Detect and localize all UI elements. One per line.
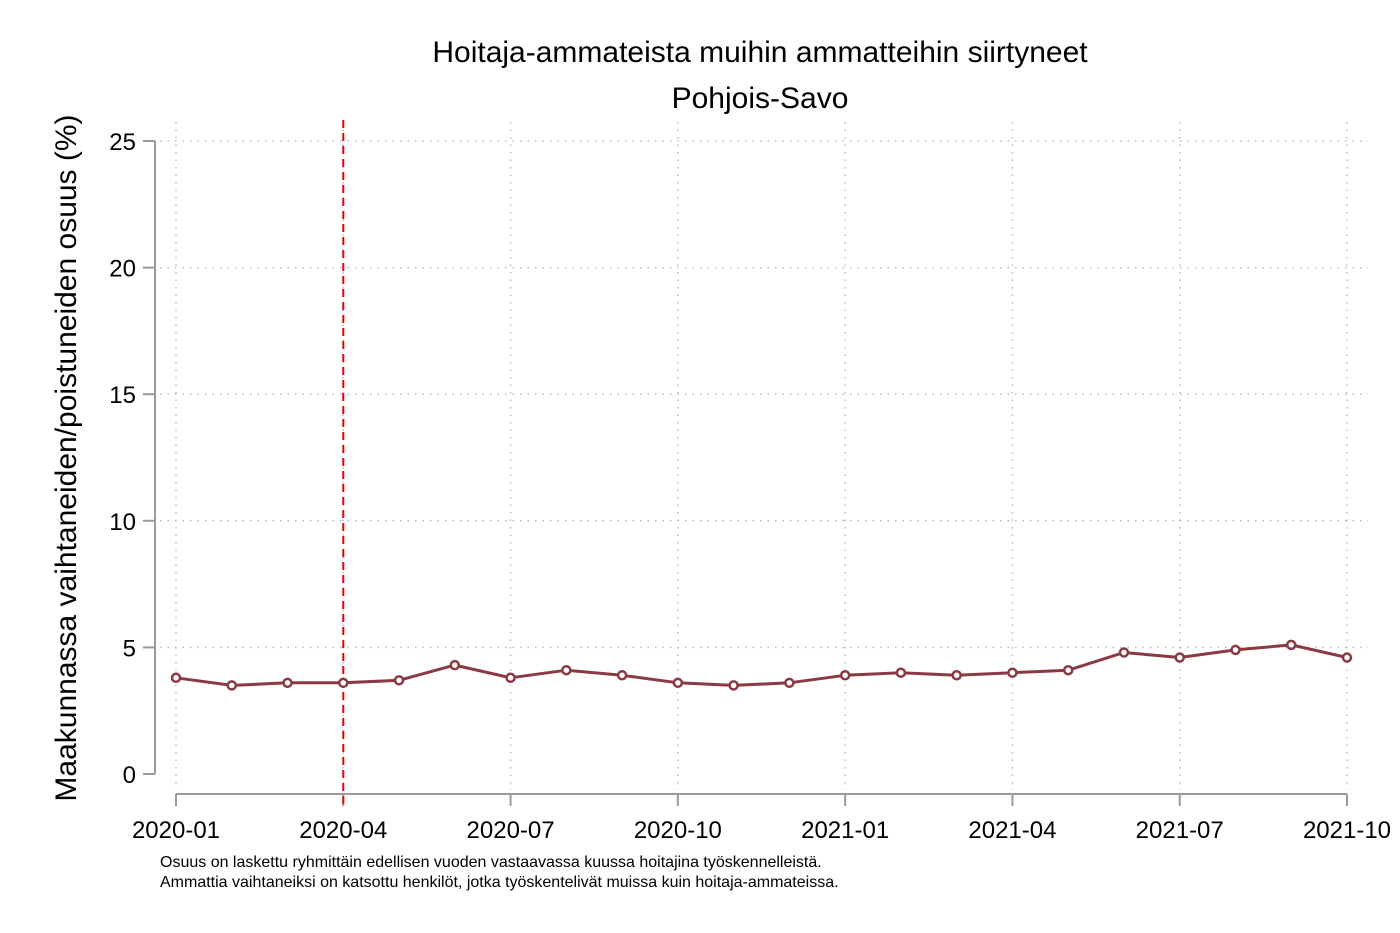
data-point: [951, 670, 962, 681]
data-point: [1341, 652, 1353, 663]
chart-subtitle: Pohjois-Savo: [671, 82, 849, 115]
x-tick-label: 2020-01: [132, 817, 220, 844]
data-point: [1118, 647, 1130, 658]
series-group: [170, 639, 1353, 691]
data-point: [226, 680, 238, 691]
axes: 0 5 10 15 20 25 2020-01 2020-04 2020-07 2020-10 20…: [109, 129, 1391, 844]
series-line: [175, 643, 1348, 687]
gridlines: [160, 122, 1368, 790]
x-tick-label: 2021-04: [968, 817, 1056, 844]
data-point: [561, 664, 572, 676]
y-tick-label: 25: [109, 129, 136, 156]
x-tick-label: 2020-10: [634, 817, 722, 844]
y-tick-label: 15: [109, 382, 136, 409]
data-point: [616, 670, 628, 681]
data-point: [1174, 652, 1185, 663]
y-tick-label: 5: [123, 635, 136, 662]
data-point: [338, 677, 349, 689]
data-point: [728, 680, 739, 691]
x-tick-label: 2021-07: [1136, 817, 1224, 844]
data-point: [505, 672, 516, 684]
data-point: [1007, 667, 1018, 678]
chart-note-2: Ammattia vaihtaneiksi on katsottu henkil…: [160, 874, 839, 891]
data-point: [839, 670, 851, 681]
data-point: [449, 659, 461, 671]
data-point: [1062, 664, 1074, 676]
chart-note-1: Osuus on laskettu ryhmittäin edellisen v…: [160, 854, 822, 871]
data-point: [1285, 639, 1297, 651]
y-tick-label: 0: [123, 762, 136, 789]
data-point: [282, 677, 293, 689]
y-tick-label: 10: [109, 509, 136, 536]
x-tick-label: 2020-04: [299, 817, 387, 844]
y-tick-label: 20: [109, 256, 136, 283]
x-tick-label: 2020-07: [467, 817, 555, 844]
data-point: [895, 667, 907, 678]
chart-title: Hoitaja-ammateista muihin ammatteihin si…: [432, 36, 1088, 69]
data-point: [672, 677, 684, 689]
data-point: [1230, 644, 1241, 656]
data-point: [393, 675, 405, 686]
data-point: [784, 677, 795, 689]
data-point: [170, 672, 182, 684]
x-tick-label: 2021-01: [801, 817, 889, 844]
x-tick-label: 2021-10: [1303, 817, 1391, 844]
